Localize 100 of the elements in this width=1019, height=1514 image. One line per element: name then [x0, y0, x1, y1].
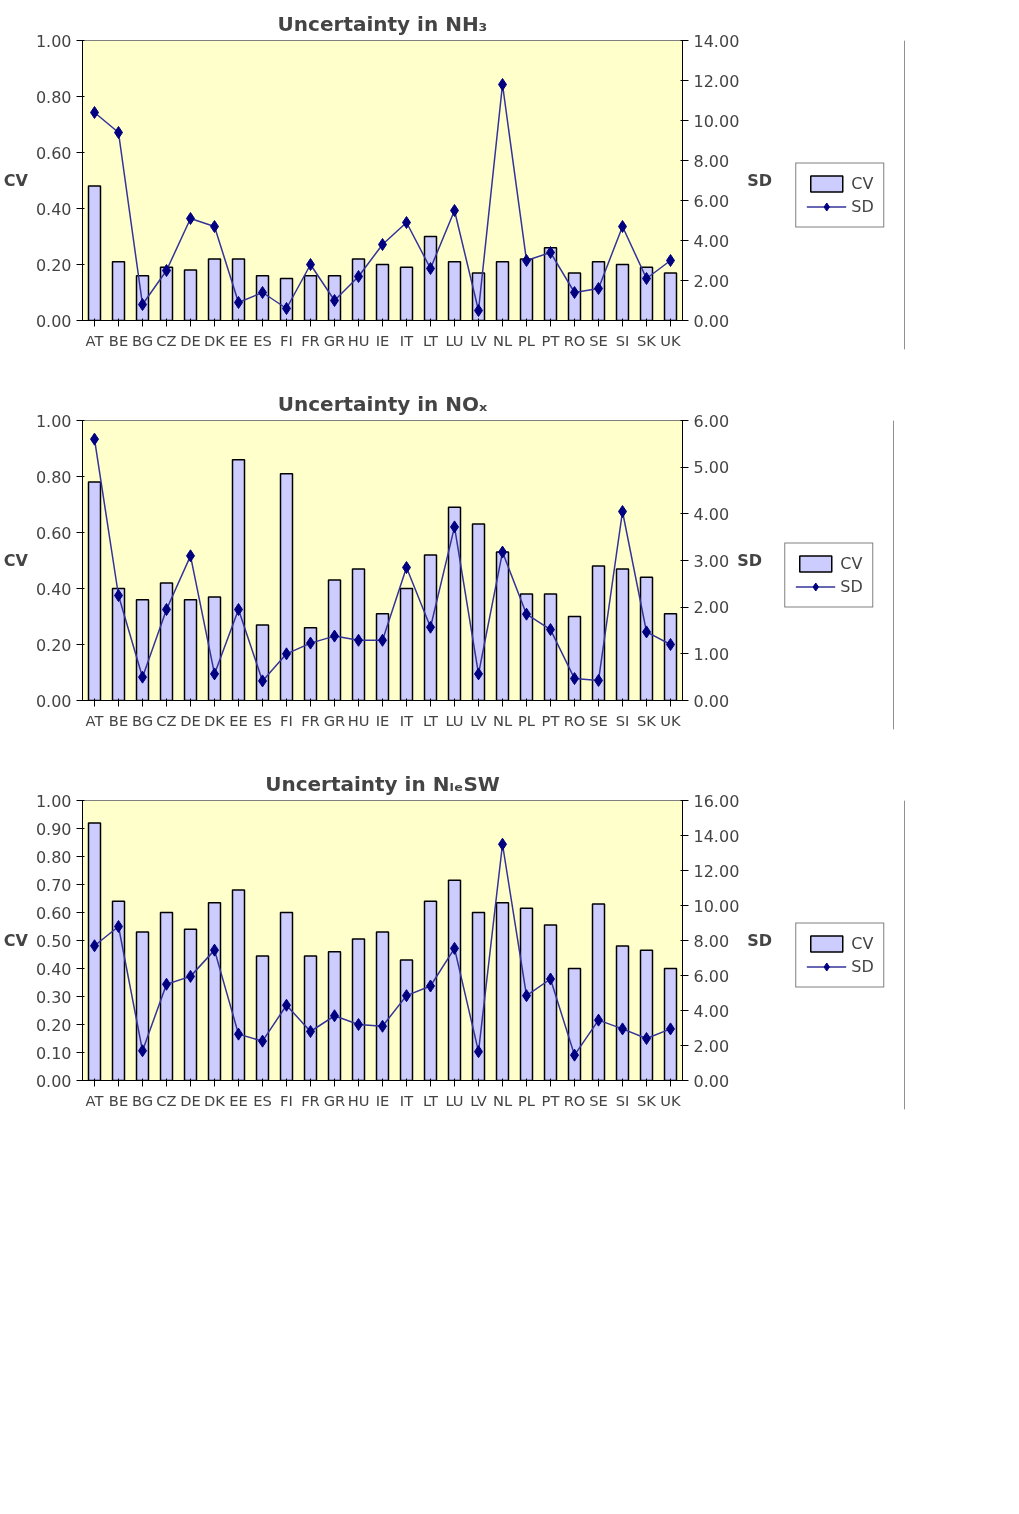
- x-tick-label: PT: [541, 331, 560, 349]
- x-tick-label: SK: [637, 1091, 657, 1109]
- x-tick-label: HU: [347, 711, 370, 729]
- y-tick-label: 1.00: [35, 791, 72, 811]
- y-axis-title: CV: [3, 931, 29, 950]
- x-tick-label: PT: [541, 711, 560, 729]
- y-tick-label: 0.80: [35, 847, 72, 867]
- x-tick-label: PL: [518, 1091, 536, 1109]
- chart-title: Uncertainty in NₗₑSW: [265, 771, 500, 796]
- x-tick-label: SI: [615, 1091, 630, 1109]
- y2-tick-label: 1.00: [693, 644, 730, 664]
- y-tick-label: 0.60: [35, 523, 72, 543]
- y-axis-title: CV: [3, 551, 29, 570]
- x-tick-label: SE: [589, 711, 608, 729]
- x-tick-label: PT: [541, 1091, 560, 1109]
- y-tick-label: 0.30: [35, 987, 72, 1007]
- x-tick-label: SI: [615, 331, 630, 349]
- x-tick-label: AT: [85, 1091, 104, 1109]
- y2-tick-label: 16.00: [693, 791, 740, 811]
- x-tick-label: SI: [615, 711, 630, 729]
- x-tick-label: LT: [422, 711, 439, 729]
- y2-tick-label: 2.00: [693, 1036, 730, 1056]
- x-tick-label: UK: [660, 331, 682, 349]
- x-tick-label: PL: [518, 711, 536, 729]
- x-tick-label: UK: [660, 711, 682, 729]
- x-tick-label: DK: [204, 1091, 226, 1109]
- x-tick-label: AT: [85, 711, 104, 729]
- y-tick-label: 0.60: [35, 903, 72, 923]
- legend-label: SD: [851, 956, 874, 976]
- x-tick-label: NL: [492, 711, 513, 729]
- y2-tick-label: 6.00: [693, 411, 730, 431]
- y2-axis-title: SD: [747, 171, 773, 190]
- x-tick-label: DK: [204, 331, 226, 349]
- y-tick-label: 0.20: [35, 255, 72, 275]
- y-tick-label: 1.00: [35, 411, 72, 431]
- y2-tick-label: 0.00: [693, 691, 730, 711]
- y2-tick-label: 10.00: [693, 896, 740, 916]
- x-tick-label: GR: [323, 1091, 346, 1109]
- x-tick-label: RO: [563, 1091, 586, 1109]
- y-tick-label: 0.40: [35, 579, 72, 599]
- x-tick-label: IT: [399, 331, 414, 349]
- chart-title: Uncertainty in NOₓ: [277, 391, 489, 416]
- x-tick-label: CZ: [156, 711, 177, 729]
- x-tick-label: EE: [229, 711, 248, 729]
- x-tick-label: GR: [323, 331, 346, 349]
- y-tick-label: 0.80: [35, 87, 72, 107]
- legend-label: CV: [840, 553, 863, 573]
- legend-label: SD: [851, 196, 874, 216]
- x-tick-label: SK: [637, 711, 657, 729]
- y2-tick-label: 2.00: [693, 271, 730, 291]
- x-tick-label: IE: [375, 711, 390, 729]
- y-tick-label: 0.40: [35, 199, 72, 219]
- y-tick-label: 0.40: [35, 959, 72, 979]
- x-tick-label: UK: [660, 1091, 682, 1109]
- x-tick-label: AT: [85, 331, 104, 349]
- x-tick-label: SK: [637, 331, 657, 349]
- x-tick-label: RO: [563, 711, 586, 729]
- x-tick-label: DE: [180, 331, 201, 349]
- x-tick-label: FI: [280, 1091, 293, 1109]
- y2-tick-label: 12.00: [693, 861, 740, 881]
- y2-tick-label: 0.00: [693, 1071, 730, 1091]
- y2-tick-label: 14.00: [693, 826, 740, 846]
- y2-tick-label: 4.00: [693, 1001, 730, 1021]
- x-tick-label: NL: [492, 331, 513, 349]
- x-tick-label: IE: [375, 1091, 390, 1109]
- y2-tick-label: 8.00: [693, 931, 730, 951]
- x-tick-label: BE: [108, 711, 129, 729]
- x-tick-label: DE: [180, 711, 201, 729]
- x-tick-label: EE: [229, 331, 248, 349]
- x-tick-label: BG: [131, 1091, 154, 1109]
- y-tick-label: 0.90: [35, 819, 72, 839]
- x-tick-label: BE: [108, 1091, 129, 1109]
- x-tick-label: LU: [445, 711, 464, 729]
- y2-tick-label: 2.00: [693, 598, 730, 618]
- y2-tick-label: 10.00: [693, 111, 740, 131]
- y2-tick-label: 12.00: [693, 71, 740, 91]
- x-tick-label: HU: [347, 331, 370, 349]
- x-tick-label: DK: [204, 711, 226, 729]
- x-tick-label: FR: [301, 331, 320, 349]
- y-tick-label: 0.70: [35, 875, 72, 895]
- x-tick-label: FI: [280, 331, 293, 349]
- x-tick-label: GR: [323, 711, 346, 729]
- x-tick-label: BG: [131, 331, 154, 349]
- x-tick-label: LU: [445, 331, 464, 349]
- y-tick-label: 0.00: [35, 311, 72, 331]
- x-tick-label: BE: [108, 331, 129, 349]
- x-tick-label: HU: [347, 1091, 370, 1109]
- x-tick-label: IT: [399, 711, 414, 729]
- y2-tick-label: 3.00: [693, 551, 730, 571]
- x-tick-label: PL: [518, 331, 536, 349]
- y-tick-label: 0.80: [35, 467, 72, 487]
- legend-label: CV: [851, 933, 874, 953]
- y-tick-label: 1.00: [35, 31, 72, 51]
- x-tick-label: LU: [445, 1091, 464, 1109]
- x-tick-label: FR: [301, 711, 320, 729]
- x-tick-label: LT: [422, 1091, 439, 1109]
- legend-label: SD: [840, 576, 863, 596]
- x-tick-label: IT: [399, 1091, 414, 1109]
- x-tick-label: ES: [253, 711, 272, 729]
- y-tick-label: 0.60: [35, 143, 72, 163]
